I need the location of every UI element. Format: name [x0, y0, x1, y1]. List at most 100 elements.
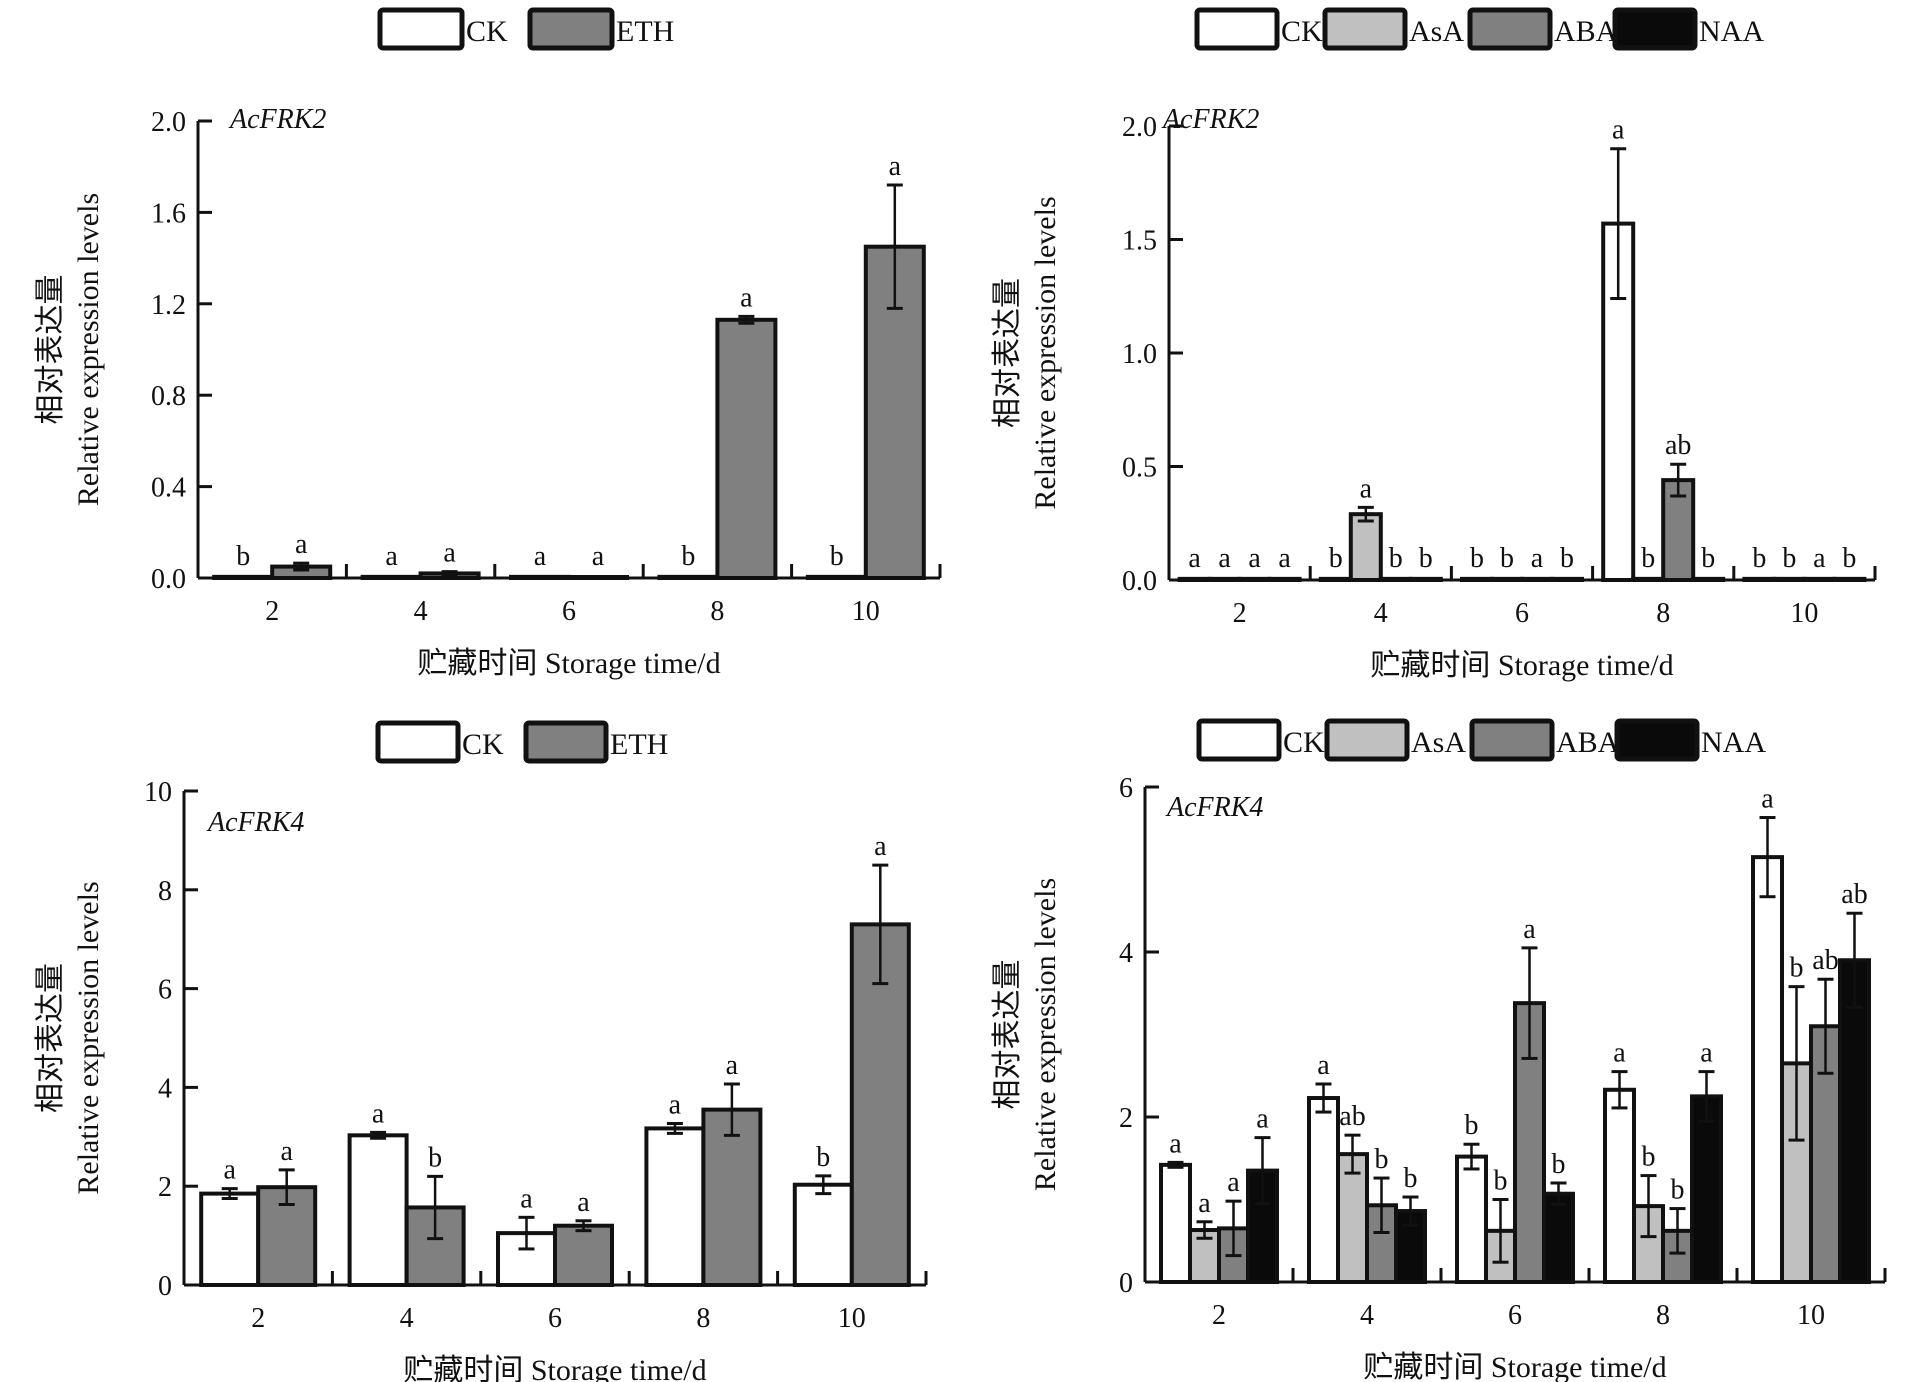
significance-letter: b	[681, 541, 695, 572]
bar-asa	[1336, 1152, 1369, 1284]
bar-ck	[1455, 1154, 1488, 1285]
bar-ck	[1159, 1162, 1192, 1285]
significance-letter: a	[1256, 1104, 1269, 1135]
bar-eth	[553, 1223, 614, 1287]
significance-letter: b	[1404, 1163, 1418, 1194]
significance-letter: b	[1375, 1144, 1389, 1175]
x-tick-label: 6	[1508, 1300, 1522, 1331]
y-axis-title-cn: 相对表达量	[34, 963, 67, 1113]
x-tick-label: 4	[414, 596, 428, 627]
legend-label: NAA	[1699, 15, 1764, 48]
significance-letter: b	[1470, 543, 1484, 574]
x-tick-label: 2	[251, 1303, 265, 1334]
significance-letter: b	[1465, 1110, 1479, 1141]
legend-item-eth: ETH	[527, 7, 674, 51]
bar-ck	[1603, 1087, 1636, 1284]
x-axis-title: 贮藏时间 Storage time/d	[417, 647, 720, 680]
bar-eth	[715, 317, 778, 580]
legend-item-aba: ABA	[1467, 7, 1618, 51]
bar-ck	[509, 574, 571, 580]
significance-letter: a	[577, 1187, 590, 1218]
x-tick-label: 6	[548, 1303, 562, 1334]
legend-item-asa: AsA	[1324, 718, 1466, 762]
x-tick-label: 2	[1233, 598, 1247, 629]
significance-letter: b	[1500, 543, 1514, 574]
bar-naa	[1408, 576, 1443, 582]
bar-ck	[1742, 576, 1777, 582]
significance-letter: a	[1700, 1038, 1713, 1069]
significance-letter: a	[889, 151, 902, 182]
significance-letter: a	[372, 1098, 385, 1129]
legend-swatch-ck	[1194, 7, 1280, 51]
y-tick-label: 0.8	[151, 381, 186, 412]
y-tick-label: 4	[158, 1073, 172, 1104]
bar-ck	[1177, 576, 1212, 582]
bar-ck	[1307, 1096, 1340, 1284]
legend-item-naa: NAA	[1614, 718, 1766, 762]
significance-letter: a	[295, 529, 308, 560]
x-tick-label: 4	[1374, 598, 1388, 629]
significance-letter: b	[1641, 543, 1655, 574]
x-tick-label: 8	[710, 596, 724, 627]
bar-ck	[805, 574, 868, 580]
significance-letter: b	[236, 541, 250, 572]
bar-aba	[1802, 576, 1837, 582]
significance-letter: a	[1248, 543, 1261, 574]
significance-letter: ab	[1841, 879, 1867, 910]
y-axis-title-en: Relative expression levels	[1029, 878, 1062, 1191]
y-tick-label: 1.2	[151, 290, 186, 321]
y-tick-label: 10	[144, 777, 172, 808]
x-tick-label: 2	[1212, 1300, 1226, 1331]
significance-letter: a	[443, 538, 456, 569]
significance-letter: a	[223, 1155, 236, 1186]
y-tick-label: 1.5	[1122, 226, 1157, 257]
x-axis-title: 贮藏时间 Storage time/d	[1370, 649, 1673, 682]
legend-swatch-naa	[1614, 718, 1700, 762]
legend-swatch-asa	[1324, 718, 1410, 762]
legend-item-naa: NAA	[1612, 7, 1764, 51]
y-axis-title-cn: 相对表达量	[991, 960, 1024, 1110]
bar-ck	[1460, 576, 1494, 582]
significance-letter: b	[1560, 543, 1574, 574]
chart-panel-bottom-left: CK ETH 0 2 4 6 8 10 2 4 6 8 10 a a a a b a b a a a AcFRK4 贮藏时间 S…	[0, 691, 956, 1382]
legend-label: AsA	[1411, 726, 1466, 759]
bar-asa	[1348, 512, 1383, 582]
legend-swatch-aba	[1467, 7, 1553, 51]
legend-item-aba: ABA	[1469, 718, 1620, 762]
significance-letter: b	[1842, 543, 1856, 574]
legend-swatch-naa	[1612, 7, 1698, 51]
legend-swatch-ck	[377, 7, 465, 51]
significance-letter: ab	[1665, 430, 1691, 461]
x-tick-label: 4	[400, 1303, 414, 1334]
bar-asa	[1631, 576, 1666, 582]
legend-item-ck: CK	[375, 720, 504, 764]
bar-ck	[792, 1182, 854, 1287]
significance-letter: b	[1329, 543, 1343, 574]
significance-letter: a	[1188, 543, 1201, 574]
chart-panel-top-left: CK ETH 0.0 0.4 0.8 1.2 1.6 2.0 2 4 6 8 10 b a a b b a a a a a A…	[0, 0, 956, 691]
significance-letter: b	[1782, 543, 1796, 574]
legend-label: CK	[466, 15, 508, 48]
significance-letter: b	[1642, 1142, 1656, 1173]
bar-eth	[701, 1107, 763, 1287]
y-tick-label: 6	[158, 975, 172, 1006]
significance-letter: a	[1227, 1167, 1240, 1198]
y-axis-title-cn: 相对表达量	[34, 275, 67, 425]
legend-label: CK	[1283, 726, 1325, 759]
y-tick-label: 0.0	[1122, 566, 1157, 597]
significance-letter: a	[726, 1050, 739, 1081]
significance-letter: b	[1790, 953, 1804, 984]
bar-ck	[657, 574, 720, 580]
bar-naa	[1267, 576, 1302, 582]
x-tick-label: 4	[1360, 1300, 1374, 1331]
significance-letter: a	[1523, 914, 1536, 945]
significance-letter: a	[1317, 1050, 1330, 1081]
significance-letter: a	[520, 1183, 533, 1214]
significance-letter: a	[534, 541, 547, 572]
legend-label: ABA	[1554, 15, 1618, 48]
bar-naa	[1550, 576, 1584, 582]
gene-label: AcFRK4	[1165, 792, 1263, 823]
y-tick-label: 2.0	[1122, 112, 1157, 143]
